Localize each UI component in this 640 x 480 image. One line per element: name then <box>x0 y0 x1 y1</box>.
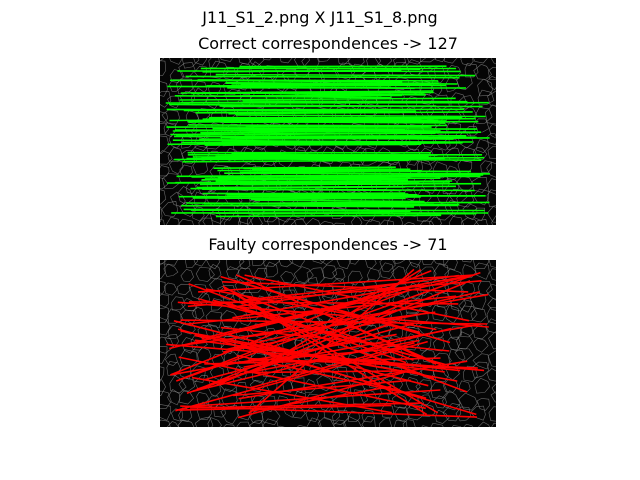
correspondence-line <box>249 85 415 90</box>
correspondence-line <box>179 97 456 101</box>
correspondence-line <box>201 155 429 159</box>
correspondence-line <box>242 136 477 139</box>
correspondence-line <box>243 370 406 374</box>
correct-panel-title: Correct correspondences -> 127 <box>198 34 458 53</box>
correspondence-line <box>204 357 441 365</box>
correspondence-line <box>225 291 480 351</box>
correspondence-line <box>202 69 402 73</box>
correspondence-line <box>225 82 458 85</box>
correspondence-line <box>218 196 421 200</box>
correspondence-line <box>251 168 405 172</box>
correspondence-line <box>213 166 396 169</box>
correspondence-line <box>185 203 460 207</box>
correspondence-line <box>224 172 490 175</box>
correspondence-line <box>250 197 393 201</box>
correspondence-line <box>199 182 450 186</box>
correspondence-line <box>175 340 428 412</box>
correspondence-line <box>194 334 422 376</box>
correspondence-line <box>237 370 408 419</box>
correspondence-line <box>169 79 403 83</box>
correspondence-line <box>244 277 437 365</box>
correspondence-line <box>245 124 448 128</box>
faulty-correspondences-plot <box>160 260 496 427</box>
correspondence-line <box>191 175 414 178</box>
correspondence-line <box>166 108 417 112</box>
correspondence-line <box>191 376 392 414</box>
correspondence-line <box>168 103 423 108</box>
correspondence-line <box>222 281 469 293</box>
correspondence-line <box>193 327 452 392</box>
correspondence-line <box>212 127 478 130</box>
correct-correspondences-plot <box>160 58 496 225</box>
correspondence-line <box>202 188 402 192</box>
correspondence-line <box>185 75 460 79</box>
correspondence-line <box>239 339 420 375</box>
correspondence-line <box>187 280 482 308</box>
correspondence-line <box>254 199 425 203</box>
correspondence-line <box>178 195 486 198</box>
correspondence-line <box>198 298 434 362</box>
correspondence-line <box>221 142 463 146</box>
correspondence-line <box>233 379 411 397</box>
correspondence-line <box>231 153 417 157</box>
correspondence-line <box>180 405 477 418</box>
correspondence-line <box>236 354 407 394</box>
correspondence-line <box>223 94 403 97</box>
correct-correspondences-image <box>160 58 496 225</box>
correspondence-line <box>215 214 442 218</box>
correspondence-line <box>230 303 468 393</box>
correspondence-line <box>187 119 439 122</box>
faulty-correspondences-image <box>160 260 496 427</box>
correspondence-line <box>228 111 473 115</box>
correspondence-line <box>217 280 471 386</box>
correspondence-line <box>170 270 432 376</box>
correspondence-line <box>221 293 489 342</box>
correspondence-line <box>169 117 476 122</box>
correspondence-line <box>174 95 392 99</box>
correspondence-lines <box>165 65 490 218</box>
correspondence-line <box>194 389 441 407</box>
figure-title: J11_S1_2.png X J11_S1_8.png <box>202 8 438 27</box>
faulty-panel-title: Faulty correspondences -> 71 <box>208 235 448 254</box>
correspondence-line <box>250 342 415 389</box>
correspondence-line <box>198 274 474 293</box>
correspondence-line <box>215 73 476 77</box>
correspondence-line <box>220 326 450 352</box>
correspondence-line <box>235 114 486 118</box>
correspondence-line <box>240 346 461 372</box>
correspondence-line <box>232 292 428 416</box>
correspondence-line <box>201 177 441 181</box>
correspondence-line <box>170 131 478 136</box>
correspondence-line <box>236 274 460 308</box>
correspondence-line <box>198 289 402 343</box>
correspondence-line <box>249 385 392 413</box>
correspondence-line <box>252 212 391 215</box>
correspondence-line <box>196 186 406 189</box>
correspondence-line <box>206 83 420 87</box>
correspondence-line <box>170 333 397 376</box>
correspondence-lines <box>166 268 489 419</box>
correspondence-line <box>196 323 391 391</box>
correspondence-line <box>182 159 410 163</box>
correspondence-line <box>191 91 434 95</box>
correspondence-line <box>203 322 415 381</box>
correspondence-line <box>172 128 406 132</box>
correspondence-line <box>197 299 413 391</box>
